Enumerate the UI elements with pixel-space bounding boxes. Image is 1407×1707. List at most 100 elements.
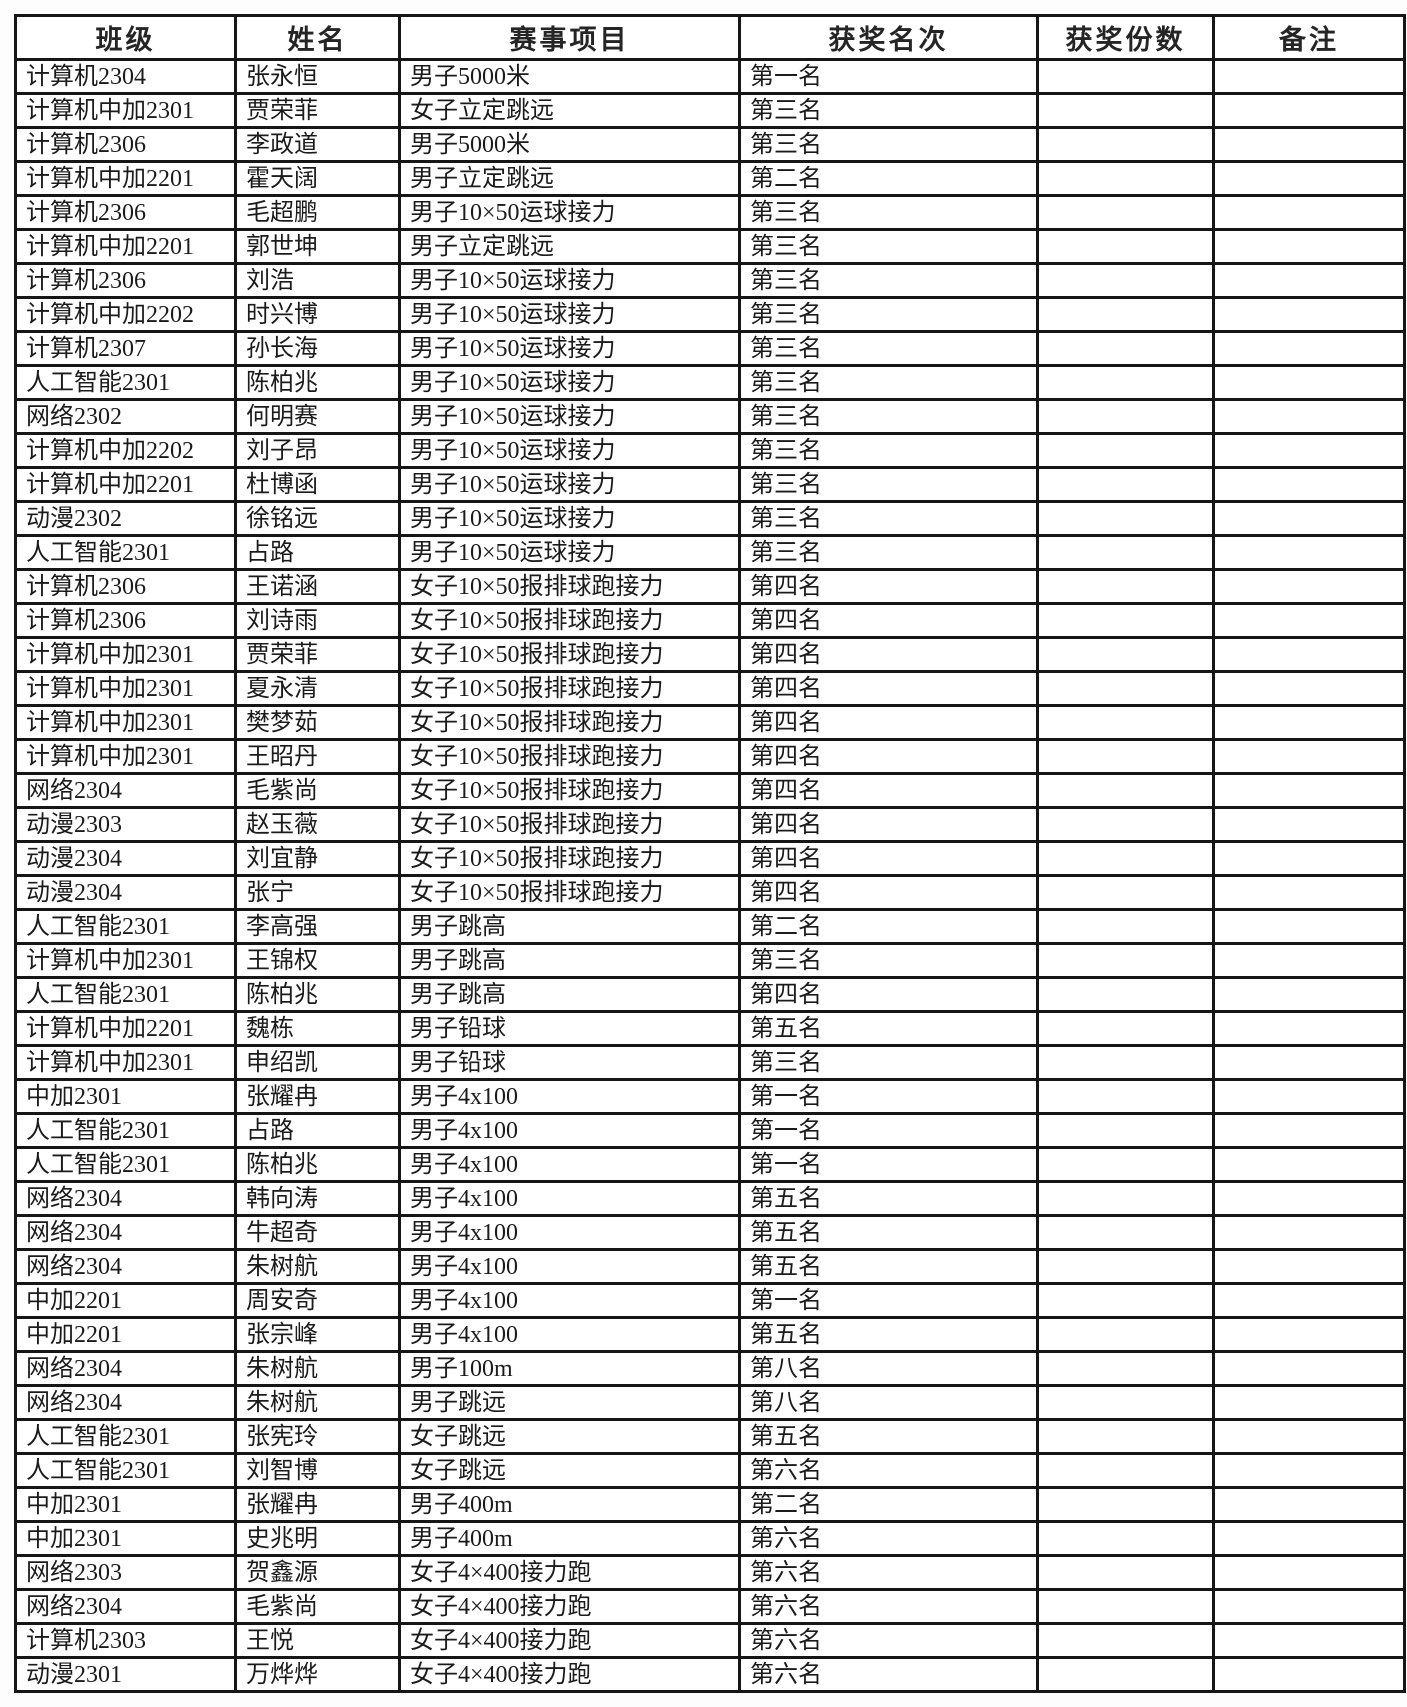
event-cell: 男子4x100 (398, 1214, 741, 1251)
rank-cell: 第三名 (738, 534, 1039, 571)
remark-cell (1212, 126, 1406, 163)
count-cell (1036, 1146, 1215, 1183)
class-cell: 网络2304 (14, 1350, 237, 1387)
event-cell: 女子4×400接力跑 (398, 1622, 741, 1659)
name-cell: 韩向涛 (234, 1180, 401, 1217)
table-row: 计算机中加2301 申绍凯 男子铅球 第三名 (14, 1044, 1406, 1081)
name-cell: 陈柏兆 (234, 976, 401, 1013)
table-row: 动漫2302 徐铭远 男子10×50运球接力 第三名 (14, 500, 1406, 537)
table-row: 人工智能2301 陈柏兆 男子10×50运球接力 第三名 (14, 364, 1406, 401)
header-remark: 备注 (1212, 14, 1406, 61)
name-cell: 牛超奇 (234, 1214, 401, 1251)
rank-cell: 第四名 (738, 806, 1039, 843)
class-cell: 计算机中加2301 (14, 92, 237, 129)
remark-cell (1212, 1588, 1406, 1625)
name-cell: 李高强 (234, 908, 401, 945)
count-cell (1036, 92, 1215, 129)
table-row: 计算机中加2202 时兴博 男子10×50运球接力 第三名 (14, 296, 1406, 333)
table-row: 计算机中加2201 郭世坤 男子立定跳远 第三名 (14, 228, 1406, 265)
table-row: 动漫2304 刘宜静 女子10×50报排球跑接力 第四名 (14, 840, 1406, 877)
name-cell: 郭世坤 (234, 228, 401, 265)
remark-cell (1212, 1248, 1406, 1285)
remark-cell (1212, 466, 1406, 503)
event-cell: 女子10×50报排球跑接力 (398, 738, 741, 775)
rank-cell: 第四名 (738, 670, 1039, 707)
table-row: 计算机2306 毛超鹏 男子10×50运球接力 第三名 (14, 194, 1406, 231)
remark-cell (1212, 1384, 1406, 1421)
event-cell: 男子立定跳远 (398, 160, 741, 197)
count-cell (1036, 840, 1215, 877)
event-cell: 男子10×50运球接力 (398, 296, 741, 333)
count-cell (1036, 160, 1215, 197)
event-cell: 女子10×50报排球跑接力 (398, 568, 741, 605)
event-cell: 女子4×400接力跑 (398, 1554, 741, 1591)
name-cell: 王昭丹 (234, 738, 401, 775)
table-row: 人工智能2301 占路 男子4x100 第一名 (14, 1112, 1406, 1149)
count-cell (1036, 670, 1215, 707)
class-cell: 计算机中加2301 (14, 738, 237, 775)
event-cell: 男子4x100 (398, 1248, 741, 1285)
name-cell: 王悦 (234, 1622, 401, 1659)
count-cell (1036, 1384, 1215, 1421)
name-cell: 刘诗雨 (234, 602, 401, 639)
event-cell: 男子10×50运球接力 (398, 330, 741, 367)
event-cell: 女子跳远 (398, 1418, 741, 1455)
name-cell: 王诺涵 (234, 568, 401, 605)
rank-cell: 第三名 (738, 500, 1039, 537)
table-row: 网络2304 朱树航 男子100m 第八名 (14, 1350, 1406, 1387)
remark-cell (1212, 602, 1406, 639)
name-cell: 史兆明 (234, 1520, 401, 1557)
remark-cell (1212, 58, 1406, 95)
class-cell: 计算机2307 (14, 330, 237, 367)
count-cell (1036, 806, 1215, 843)
rank-cell: 第一名 (738, 58, 1039, 95)
table-body: 计算机2304 张永恒 男子5000米 第一名 计算机中加2301 贾荣菲 女子立定跳远 第三… (14, 58, 1406, 1693)
class-cell: 中加2301 (14, 1486, 237, 1523)
count-cell (1036, 364, 1215, 401)
rank-cell: 第三名 (738, 942, 1039, 979)
rank-cell: 第一名 (738, 1282, 1039, 1319)
count-cell (1036, 1214, 1215, 1251)
table-row: 计算机2306 刘诗雨 女子10×50报排球跑接力 第四名 (14, 602, 1406, 639)
class-cell: 网络2304 (14, 1214, 237, 1251)
class-cell: 动漫2304 (14, 874, 237, 911)
table-row: 计算机2307 孙长海 男子10×50运球接力 第三名 (14, 330, 1406, 367)
table-row: 网络2304 朱树航 男子跳远 第八名 (14, 1384, 1406, 1421)
event-cell: 男子10×50运球接力 (398, 398, 741, 435)
count-cell (1036, 636, 1215, 673)
class-cell: 计算机2306 (14, 262, 237, 299)
class-cell: 人工智能2301 (14, 976, 237, 1013)
event-cell: 女子4×400接力跑 (398, 1588, 741, 1625)
event-cell: 女子跳远 (398, 1452, 741, 1489)
remark-cell (1212, 1214, 1406, 1251)
class-cell: 网络2304 (14, 1384, 237, 1421)
remark-cell (1212, 398, 1406, 435)
table-row: 动漫2301 万烨烨 女子4×400接力跑 第六名 (14, 1656, 1406, 1693)
table-row: 网络2302 何明赛 男子10×50运球接力 第三名 (14, 398, 1406, 435)
remark-cell (1212, 772, 1406, 809)
name-cell: 时兴博 (234, 296, 401, 333)
event-cell: 女子10×50报排球跑接力 (398, 874, 741, 911)
rank-cell: 第六名 (738, 1656, 1039, 1693)
rank-cell: 第一名 (738, 1078, 1039, 1115)
count-cell (1036, 1010, 1215, 1047)
rank-cell: 第四名 (738, 704, 1039, 741)
header-class: 班级 (14, 14, 237, 61)
name-cell: 刘智博 (234, 1452, 401, 1489)
event-cell: 男子10×50运球接力 (398, 466, 741, 503)
class-cell: 计算机2306 (14, 194, 237, 231)
table-row: 计算机中加2301 贾荣菲 女子10×50报排球跑接力 第四名 (14, 636, 1406, 673)
count-cell (1036, 398, 1215, 435)
event-cell: 男子4x100 (398, 1112, 741, 1149)
name-cell: 霍天阔 (234, 160, 401, 197)
count-cell (1036, 466, 1215, 503)
rank-cell: 第二名 (738, 160, 1039, 197)
table-row: 网络2304 毛紫尚 女子10×50报排球跑接力 第四名 (14, 772, 1406, 809)
event-cell: 男子4x100 (398, 1316, 741, 1353)
class-cell: 计算机中加2201 (14, 466, 237, 503)
table-row: 计算机2306 刘浩 男子10×50运球接力 第三名 (14, 262, 1406, 299)
class-cell: 中加2201 (14, 1282, 237, 1319)
count-cell (1036, 1282, 1215, 1319)
table-row: 计算机2306 李政道 男子5000米 第三名 (14, 126, 1406, 163)
name-cell: 周安奇 (234, 1282, 401, 1319)
